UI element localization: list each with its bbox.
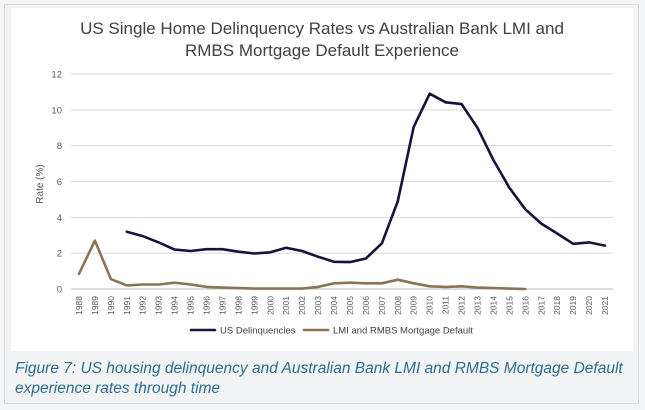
y-tick-label: 4 bbox=[57, 213, 62, 224]
x-tick-labels: 1988 1989 1990 1991 1992 1993 1994 1995 1996 1997… bbox=[74, 296, 610, 315]
x-tick-label: 2021 bbox=[600, 296, 610, 315]
series-line-lmi-rmbs-default bbox=[77, 239, 527, 291]
x-tick-label: 2019 bbox=[568, 296, 578, 315]
gridlines bbox=[71, 73, 613, 290]
x-tick-label: 1997 bbox=[217, 296, 227, 315]
y-tick-label: 10 bbox=[51, 105, 62, 116]
x-tick-label: 2011 bbox=[441, 296, 451, 315]
x-tick-label: 2012 bbox=[457, 296, 467, 315]
x-tick-label: 1996 bbox=[202, 296, 212, 315]
x-tick-label: 2002 bbox=[297, 296, 307, 315]
x-tick-label: 2016 bbox=[520, 296, 530, 315]
legend: US Delinquencies LMI and RMBS Mortgage De… bbox=[189, 326, 473, 337]
chart-title: US Single Home Delinquency Rates vs Aust… bbox=[11, 18, 633, 62]
x-tick-label: 2007 bbox=[377, 296, 387, 315]
chart-title-line-2: RMBS Mortgage Default Experience bbox=[184, 41, 460, 60]
x-tick-label: 1993 bbox=[154, 296, 164, 315]
x-tick-label: 2006 bbox=[361, 296, 371, 315]
series-line-us-delinquencies bbox=[125, 92, 607, 264]
x-tick-label: 2013 bbox=[473, 296, 483, 315]
chart-title-line-1: US Single Home Delinquency Rates vs Aust… bbox=[80, 19, 564, 38]
x-tick-label: 1989 bbox=[90, 296, 100, 315]
y-tick-label: 12 bbox=[51, 70, 62, 81]
legend-label: US Delinquencies bbox=[220, 326, 296, 337]
x-tick-label: 1988 bbox=[74, 296, 84, 315]
y-tick-labels: 0 2 4 6 8 10 12 bbox=[51, 70, 62, 296]
y-tick-label: 8 bbox=[57, 141, 62, 152]
x-tick-label: 2003 bbox=[313, 296, 323, 315]
x-tick-label: 2010 bbox=[425, 296, 435, 315]
x-tick-label: 2014 bbox=[488, 296, 498, 315]
x-tick-label: 2018 bbox=[552, 296, 562, 315]
x-tick-label: 2017 bbox=[536, 296, 546, 315]
y-tick-label: 0 bbox=[57, 285, 62, 296]
series-lines bbox=[77, 92, 607, 291]
x-tick-label: 1995 bbox=[186, 296, 196, 315]
x-tick-label: 2009 bbox=[409, 296, 419, 315]
x-tick-label: 2008 bbox=[393, 296, 403, 315]
x-tick-label: 2015 bbox=[504, 296, 514, 315]
figure-caption: Figure 7: US housing delinquency and Aus… bbox=[15, 360, 623, 397]
x-tick-label: 2005 bbox=[345, 296, 355, 315]
x-tick-label: 1992 bbox=[138, 296, 148, 315]
x-tick-label: 2000 bbox=[265, 296, 275, 315]
chart-panel: US Single Home Delinquency Rates vs Aust… bbox=[11, 8, 633, 351]
legend-label: LMI and RMBS Mortgage Default bbox=[333, 326, 473, 337]
x-tick-label: 2001 bbox=[281, 296, 291, 315]
x-tick-label: 2004 bbox=[329, 296, 339, 315]
x-tick-label: 1998 bbox=[233, 296, 243, 315]
y-axis-label: Rate (%) bbox=[35, 164, 46, 203]
x-tick-label: 2020 bbox=[584, 296, 594, 315]
figure-frame: US Single Home Delinquency Rates vs Aust… bbox=[4, 4, 639, 404]
y-tick-label: 6 bbox=[57, 177, 62, 188]
x-tick-label: 1990 bbox=[106, 296, 116, 315]
x-tick-label: 1994 bbox=[170, 296, 180, 315]
y-tick-label: 2 bbox=[57, 249, 62, 260]
x-tick-label: 1991 bbox=[122, 296, 132, 315]
x-tick-label: 1999 bbox=[249, 296, 259, 315]
